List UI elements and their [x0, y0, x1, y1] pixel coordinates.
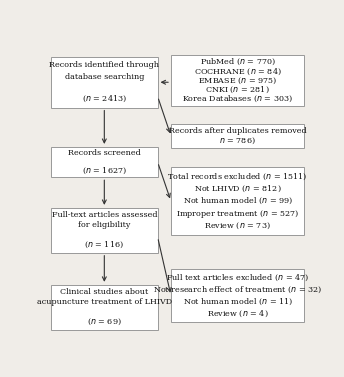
FancyBboxPatch shape — [51, 57, 158, 108]
Text: Review ($n$ = 4): Review ($n$ = 4) — [207, 308, 268, 319]
Text: PubMed ($n$ = 770): PubMed ($n$ = 770) — [200, 57, 276, 67]
FancyBboxPatch shape — [171, 269, 304, 322]
Text: Records screened: Records screened — [68, 149, 141, 157]
Text: Korea Databases ($n$ = 303): Korea Databases ($n$ = 303) — [182, 94, 293, 104]
FancyBboxPatch shape — [171, 167, 304, 235]
Text: Not LHIVD ($n$ = 812): Not LHIVD ($n$ = 812) — [194, 184, 281, 194]
Text: ($n$ = 69): ($n$ = 69) — [87, 317, 122, 327]
Text: CNKI ($n$ = 281): CNKI ($n$ = 281) — [205, 85, 270, 95]
Text: database searching: database searching — [65, 73, 144, 81]
FancyBboxPatch shape — [51, 208, 158, 253]
Text: for eligibility: for eligibility — [78, 221, 130, 229]
Text: acupuncture treatment of LHIVD: acupuncture treatment of LHIVD — [37, 298, 172, 306]
Text: Not research effect of treatment ($n$ = 32): Not research effect of treatment ($n$ = … — [153, 285, 322, 295]
Text: Total records excluded ($n$ = 1511): Total records excluded ($n$ = 1511) — [167, 171, 308, 182]
Text: Improper treatment ($n$ = 527): Improper treatment ($n$ = 527) — [176, 208, 299, 220]
Text: COCHRANE ($n$ = 84): COCHRANE ($n$ = 84) — [194, 66, 281, 77]
Text: $n$ = 786): $n$ = 786) — [219, 136, 256, 146]
Text: Clinical studies about: Clinical studies about — [60, 288, 149, 296]
Text: ($n$ = 116): ($n$ = 116) — [84, 240, 124, 250]
Text: ($n$ = 1627): ($n$ = 1627) — [82, 166, 127, 176]
Text: Not human model ($n$ = 99): Not human model ($n$ = 99) — [183, 196, 293, 207]
FancyBboxPatch shape — [51, 147, 158, 177]
Text: Records identified through: Records identified through — [49, 61, 159, 69]
Text: Records after duplicates removed: Records after duplicates removed — [169, 127, 307, 135]
Text: EMBASE ($n$ = 975): EMBASE ($n$ = 975) — [198, 76, 277, 86]
FancyBboxPatch shape — [171, 55, 304, 106]
Text: Review ($n$ = 73): Review ($n$ = 73) — [204, 221, 271, 231]
FancyBboxPatch shape — [171, 124, 304, 148]
Text: Full-text articles assessed: Full-text articles assessed — [52, 211, 157, 219]
Text: ($n$ = 2413): ($n$ = 2413) — [82, 94, 127, 104]
Text: Full text articles excluded ($n$ = 47): Full text articles excluded ($n$ = 47) — [166, 273, 309, 283]
FancyBboxPatch shape — [51, 285, 158, 330]
Text: Not human model ($n$ = 11): Not human model ($n$ = 11) — [183, 296, 293, 307]
